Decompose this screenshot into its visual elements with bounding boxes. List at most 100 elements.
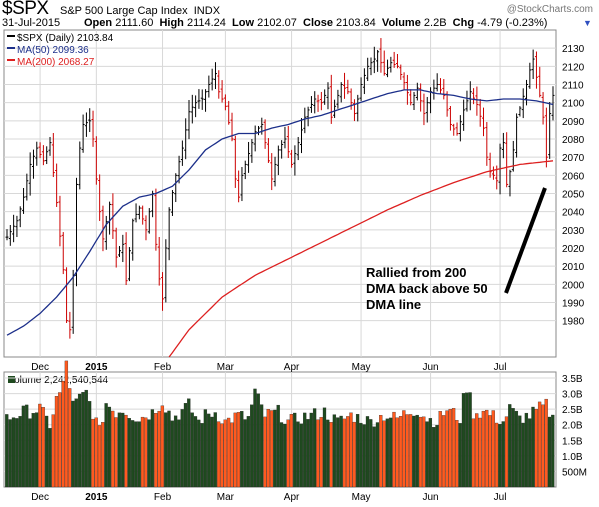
price-bar	[243, 160, 247, 180]
price-bar	[88, 108, 92, 133]
price-bar	[270, 153, 274, 191]
price-x-label: Jun	[423, 362, 439, 373]
price-bar	[359, 77, 363, 101]
volume-bar	[342, 418, 347, 488]
price-tick-label: 2100	[562, 99, 585, 110]
volume-bar	[121, 412, 125, 488]
volume-bar	[289, 414, 294, 488]
price-bar	[541, 92, 545, 125]
price-bar	[329, 74, 333, 124]
volume-bar	[488, 415, 492, 488]
volume-x-label: Jun	[423, 492, 439, 503]
volume-bar	[160, 405, 165, 488]
price-bar	[395, 54, 399, 69]
volume-bar	[511, 408, 515, 488]
price-bar	[91, 110, 95, 147]
price-bar	[200, 89, 204, 110]
volume-legend-swatch	[8, 376, 15, 383]
volume-bar	[385, 418, 390, 488]
volume-bar	[398, 416, 403, 488]
volume-bar	[537, 401, 542, 488]
legend-entry: MA(200) 2068.27	[17, 57, 95, 68]
price-bar	[276, 145, 280, 176]
volume-bar	[491, 410, 495, 488]
volume-bar	[359, 422, 363, 488]
high-value: 2114.24	[186, 17, 226, 29]
volume-bar	[81, 392, 85, 488]
price-bar	[127, 247, 131, 282]
legend-entry: $SPX (Daily) 2103.84	[17, 33, 114, 44]
price-bar	[409, 89, 413, 106]
volume-bar	[180, 409, 184, 488]
price-bar	[35, 141, 39, 166]
annotation-line: Rallied from 200	[366, 265, 466, 280]
price-bar	[518, 106, 522, 117]
price-bar	[81, 114, 85, 153]
high-label: High	[159, 17, 184, 29]
chevron-down-icon[interactable]: ▼	[583, 18, 592, 28]
price-bar	[197, 89, 201, 109]
price-bar	[488, 152, 492, 178]
price-bar	[210, 68, 214, 91]
volume-bar	[173, 415, 178, 488]
volume-bar	[216, 421, 221, 488]
price-bar	[346, 79, 350, 95]
price-bar	[382, 50, 386, 76]
price-bar	[240, 166, 244, 202]
legend-swatch	[7, 47, 15, 49]
price-bar	[5, 229, 9, 241]
price-bar	[534, 51, 538, 89]
price-bar	[333, 99, 337, 118]
price-x-label: 2015	[85, 362, 108, 373]
volume-bar	[207, 413, 211, 488]
price-bar	[180, 140, 184, 166]
price-bar	[372, 46, 376, 74]
volume-bar	[415, 414, 419, 488]
price-bar	[114, 227, 118, 268]
volume-bar	[524, 412, 529, 488]
volume-bar	[438, 411, 442, 488]
price-bar	[392, 51, 396, 68]
price-bar	[286, 126, 290, 159]
price-bar	[343, 72, 347, 99]
price-bar	[273, 156, 277, 187]
volume-bar	[468, 392, 472, 488]
price-bar	[352, 99, 356, 122]
volume-bar	[41, 407, 45, 488]
price-bar	[339, 82, 343, 103]
price-bar	[22, 187, 26, 214]
price-bar	[303, 107, 307, 134]
legend-entry: MA(50) 2099.36	[17, 45, 89, 56]
price-bar	[419, 83, 423, 112]
volume-bar	[197, 419, 201, 488]
volume-bar	[190, 412, 194, 488]
volume-bar	[246, 416, 251, 488]
price-bar	[422, 93, 426, 126]
annotation-text: Rallied from 200 DMA back above 50 DMA lin…	[366, 265, 488, 312]
volume-bar	[18, 416, 22, 488]
volume-bar	[362, 424, 366, 488]
price-bar	[184, 118, 188, 160]
price-bar	[336, 89, 340, 109]
volume-bar	[48, 428, 52, 488]
volume-bar	[279, 422, 284, 488]
volume-bar	[422, 416, 426, 488]
chart-header: $SPX S&P 500 Large Cap Index INDX @Stock…	[0, 0, 599, 30]
volume-bar	[233, 412, 237, 488]
volume-bar	[210, 416, 214, 488]
volume-bar	[461, 393, 466, 488]
volume-bar	[223, 419, 227, 488]
price-tick-label: 1980	[562, 317, 585, 328]
low-value: 2102.07	[257, 17, 297, 29]
price-bar	[161, 272, 165, 311]
price-bar	[528, 62, 532, 89]
price-bar	[485, 122, 489, 166]
volume-bar	[74, 398, 78, 488]
volume-bar	[485, 409, 489, 488]
price-bar	[402, 72, 406, 90]
annotation-line: DMA back above 50	[366, 281, 488, 296]
volume-bar	[61, 380, 65, 488]
volume-bar	[405, 414, 409, 488]
volume-bar	[243, 419, 247, 488]
